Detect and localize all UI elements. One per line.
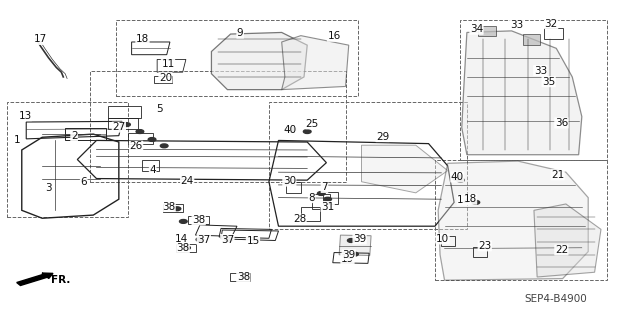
Text: 38: 38 [176,243,189,253]
Polygon shape [462,31,582,155]
Text: 28: 28 [293,214,306,224]
Text: 5: 5 [156,104,163,114]
Polygon shape [282,36,349,90]
Circle shape [286,128,294,132]
Text: 38: 38 [162,202,175,211]
Text: 14: 14 [175,234,188,244]
Text: 39: 39 [342,250,355,260]
Text: 35: 35 [542,77,556,87]
Circle shape [324,197,332,201]
Circle shape [303,130,311,133]
Text: 29: 29 [376,132,389,142]
Circle shape [123,123,131,126]
Polygon shape [211,33,307,90]
Text: 30: 30 [283,176,296,186]
Polygon shape [339,235,371,256]
Text: 24: 24 [180,176,194,186]
Text: 19: 19 [341,254,354,263]
Text: 16: 16 [328,31,340,41]
Text: 25: 25 [306,119,319,129]
Circle shape [454,175,461,179]
Text: 13: 13 [19,111,31,121]
Polygon shape [362,145,448,193]
Circle shape [241,274,248,278]
Text: 4: 4 [149,165,156,175]
Text: 9: 9 [237,28,243,38]
Circle shape [136,130,144,133]
Circle shape [173,207,180,211]
Circle shape [472,200,479,204]
Circle shape [196,238,204,241]
Text: SEP4-B4900: SEP4-B4900 [524,293,587,304]
Text: 6: 6 [81,177,87,187]
Text: 37: 37 [221,234,234,245]
Circle shape [351,252,358,256]
Text: 20: 20 [159,72,172,83]
Text: 22: 22 [555,245,568,255]
Circle shape [288,127,296,131]
Text: 18: 18 [136,34,149,44]
Polygon shape [438,161,588,280]
Text: 32: 32 [545,19,558,29]
Text: 26: 26 [129,141,143,151]
Circle shape [182,246,190,250]
Text: 37: 37 [197,234,211,245]
Text: 7: 7 [321,182,328,192]
Polygon shape [523,34,540,45]
Text: 38: 38 [192,215,205,225]
Polygon shape [534,204,601,277]
Circle shape [225,238,232,241]
Text: 36: 36 [555,118,568,128]
Circle shape [453,177,461,181]
Text: 31: 31 [321,202,334,211]
Text: 23: 23 [478,241,492,251]
Circle shape [161,144,168,148]
Circle shape [148,137,156,141]
Circle shape [457,178,465,182]
Circle shape [317,192,325,196]
Circle shape [348,239,355,242]
Text: 1: 1 [13,136,20,145]
Text: 12: 12 [457,195,470,205]
Text: 21: 21 [551,170,564,180]
Text: 2: 2 [71,131,77,141]
Text: 8: 8 [308,193,315,203]
Text: 27: 27 [112,122,125,132]
Text: 33: 33 [534,66,547,76]
Text: 40: 40 [451,172,464,182]
Text: 15: 15 [246,236,260,247]
Text: 3: 3 [45,183,52,193]
Text: 38: 38 [237,272,250,282]
Text: 33: 33 [510,19,524,30]
Text: 10: 10 [436,234,449,244]
Text: 39: 39 [353,234,366,244]
Text: 34: 34 [470,24,483,34]
Text: 40: 40 [284,125,296,135]
Text: FR.: FR. [51,275,70,285]
Text: 11: 11 [161,59,175,69]
Polygon shape [477,26,495,36]
Text: 18: 18 [463,194,477,204]
Text: 17: 17 [34,34,47,44]
FancyArrow shape [17,273,53,286]
Circle shape [465,197,472,201]
Circle shape [179,219,187,223]
